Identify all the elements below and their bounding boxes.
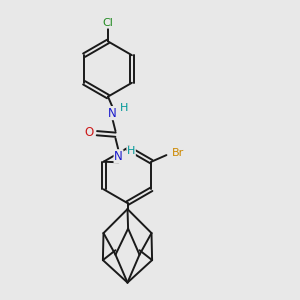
Text: N: N xyxy=(108,106,117,120)
Text: H: H xyxy=(127,146,135,156)
Text: H: H xyxy=(120,103,129,113)
Text: O: O xyxy=(85,126,94,139)
Text: Cl: Cl xyxy=(103,18,113,28)
Text: Br: Br xyxy=(172,148,184,158)
Text: N: N xyxy=(114,150,123,163)
